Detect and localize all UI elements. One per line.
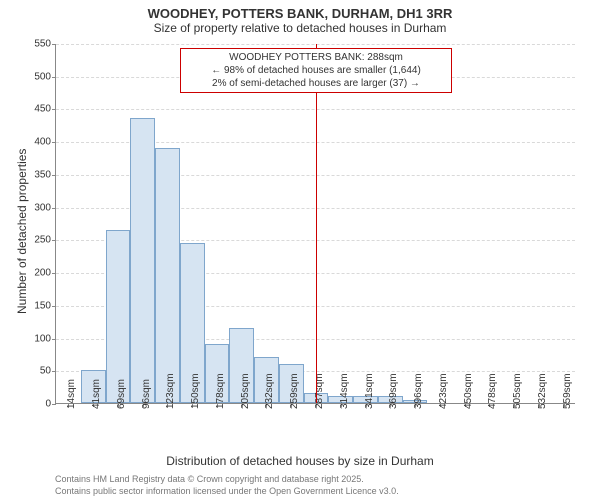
annotation-line: WOODHEY POTTERS BANK: 288sqm: [185, 51, 447, 64]
y-tick-mark: [52, 77, 56, 78]
y-tick-label: 100: [34, 333, 51, 344]
footer-line: Contains HM Land Registry data © Crown c…: [55, 474, 399, 486]
y-tick-mark: [52, 240, 56, 241]
x-tick-label: 205sqm: [240, 373, 251, 409]
y-tick-label: 150: [34, 300, 51, 311]
x-tick-label: 450sqm: [463, 373, 474, 409]
y-tick-mark: [52, 404, 56, 405]
y-tick-label: 50: [40, 366, 51, 377]
chart-container: WOODHEY, POTTERS BANK, DURHAM, DH1 3RR S…: [0, 0, 600, 500]
footer-attribution: Contains HM Land Registry data © Crown c…: [55, 474, 399, 497]
chart-title: WOODHEY, POTTERS BANK, DURHAM, DH1 3RR: [0, 6, 600, 21]
histogram-bar: [130, 118, 155, 403]
y-tick-mark: [52, 371, 56, 372]
x-tick-label: 232sqm: [264, 373, 275, 409]
x-tick-label: 123sqm: [165, 373, 176, 409]
x-tick-label: 396sqm: [413, 373, 424, 409]
x-tick-label: 41sqm: [91, 379, 102, 409]
x-tick-label: 478sqm: [487, 373, 498, 409]
plot-area: 05010015020025030035040045050055014sqm41…: [55, 44, 575, 404]
histogram-bar: [155, 148, 180, 403]
y-tick-label: 250: [34, 235, 51, 246]
x-tick-label: 369sqm: [388, 373, 399, 409]
y-tick-label: 300: [34, 202, 51, 213]
y-tick-label: 0: [45, 399, 51, 410]
x-tick-label: 259sqm: [289, 373, 300, 409]
chart-subtitle: Size of property relative to detached ho…: [0, 21, 600, 35]
x-tick-label: 314sqm: [339, 373, 350, 409]
marker-line: [316, 44, 317, 403]
x-tick-label: 505sqm: [512, 373, 523, 409]
y-axis-label: Number of detached properties: [15, 149, 29, 314]
y-tick-label: 550: [34, 39, 51, 50]
annotation-box: WOODHEY POTTERS BANK: 288sqm ← 98% of de…: [180, 48, 452, 93]
y-tick-label: 200: [34, 268, 51, 279]
x-tick-label: 341sqm: [364, 373, 375, 409]
y-tick-label: 400: [34, 137, 51, 148]
y-tick-mark: [52, 339, 56, 340]
y-tick-mark: [52, 175, 56, 176]
histogram-bar: [106, 230, 131, 403]
y-tick-mark: [52, 208, 56, 209]
annotation-line: ← 98% of detached houses are smaller (1,…: [185, 64, 447, 77]
y-tick-label: 350: [34, 169, 51, 180]
y-tick-mark: [52, 306, 56, 307]
y-tick-label: 450: [34, 104, 51, 115]
x-tick-label: 69sqm: [116, 379, 127, 409]
x-tick-label: 559sqm: [562, 373, 573, 409]
annotation-line: 2% of semi-detached houses are larger (3…: [185, 77, 447, 90]
y-tick-mark: [52, 273, 56, 274]
x-tick-label: 532sqm: [537, 373, 548, 409]
y-tick-mark: [52, 142, 56, 143]
x-tick-label: 150sqm: [190, 373, 201, 409]
x-tick-label: 96sqm: [141, 379, 152, 409]
x-tick-label: 14sqm: [66, 379, 77, 409]
title-block: WOODHEY, POTTERS BANK, DURHAM, DH1 3RR S…: [0, 0, 600, 35]
x-axis-label: Distribution of detached houses by size …: [0, 454, 600, 468]
x-tick-label: 423sqm: [438, 373, 449, 409]
x-tick-label: 178sqm: [215, 373, 226, 409]
y-tick-mark: [52, 44, 56, 45]
footer-line: Contains public sector information licen…: [55, 486, 399, 498]
y-tick-mark: [52, 109, 56, 110]
y-tick-label: 500: [34, 71, 51, 82]
